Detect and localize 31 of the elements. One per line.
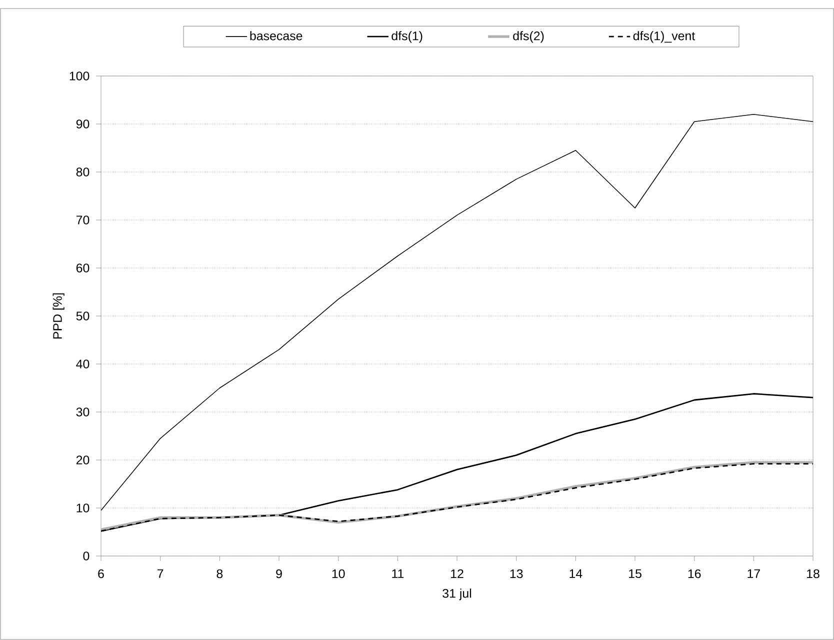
x-tick-label: 14 <box>570 569 582 578</box>
y-tick-label: 90 <box>76 120 90 128</box>
y-axis-title: PPD [%] <box>52 293 64 339</box>
x-tick-label: 6 <box>98 569 104 578</box>
x-tick-label: 13 <box>510 569 523 578</box>
x-tick-label: 9 <box>276 569 282 578</box>
x-tick-label: 10 <box>332 569 345 578</box>
x-tick-label: 8 <box>216 569 223 578</box>
line-series <box>101 114 814 511</box>
y-tick-label: 0 <box>83 552 90 560</box>
x-tick-label: 15 <box>629 569 642 578</box>
legend-label: basecase <box>250 31 302 40</box>
x-tick-label: 11 <box>392 569 404 578</box>
x-axis-title: 31 jul <box>442 588 472 600</box>
y-tick-label: 70 <box>76 216 90 224</box>
y-tick-label: 30 <box>76 408 90 416</box>
x-tick-label: 7 <box>158 569 164 578</box>
x-tick-label: 12 <box>451 569 464 578</box>
legend-label: dfs(1) <box>392 31 422 43</box>
x-tick-label: 18 <box>807 569 820 578</box>
legend-label: dfs(1)_vent <box>633 31 696 43</box>
y-tick-label: 100 <box>70 72 90 80</box>
y-tick-label: 40 <box>76 360 90 368</box>
x-tick-label: 16 <box>688 569 701 578</box>
legend-label: dfs(2) <box>513 31 544 43</box>
y-tick-label: 20 <box>76 456 90 464</box>
y-tick-label: 50 <box>76 312 90 320</box>
y-tick-label: 10 <box>76 504 90 512</box>
y-tick-label: 80 <box>76 168 90 176</box>
y-tick-label: 60 <box>76 264 90 272</box>
x-tick-label: 17 <box>748 569 760 578</box>
